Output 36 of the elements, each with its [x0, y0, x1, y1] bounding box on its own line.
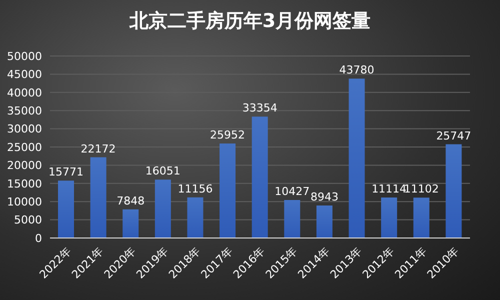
bar — [154, 180, 171, 238]
bar — [58, 180, 74, 238]
bar — [252, 116, 268, 238]
y-tick-label: 35000 — [7, 104, 42, 118]
y-tick-label: 40000 — [7, 86, 42, 100]
y-tick-label: 20000 — [7, 159, 42, 172]
y-tick-label: 0 — [35, 232, 42, 245]
y-tick-label: 50000 — [7, 50, 42, 63]
data-label: 25747 — [436, 129, 472, 142]
y-tick-label: 5000 — [14, 214, 42, 227]
data-label: 33354 — [242, 102, 278, 115]
bar — [348, 78, 365, 238]
bar — [413, 198, 430, 238]
bar — [220, 144, 236, 238]
y-tick-label: 10000 — [7, 196, 42, 209]
data-label: 22172 — [80, 142, 116, 156]
bar — [90, 157, 106, 238]
data-label: 43780 — [339, 64, 374, 77]
bar — [381, 198, 398, 238]
bar — [187, 197, 204, 238]
data-label: 7848 — [116, 194, 145, 208]
y-tick-label: 15000 — [7, 177, 42, 190]
data-label: 15771 — [48, 166, 84, 179]
y-tick-label: 45000 — [7, 68, 42, 82]
bar — [316, 205, 332, 238]
y-tick-label: 25000 — [7, 140, 42, 154]
bar — [446, 144, 462, 238]
data-label: 25952 — [210, 128, 246, 142]
data-label: 10427 — [274, 185, 310, 198]
chart-title: 北京二手房历年3月份网签量 — [128, 9, 372, 34]
data-label: 8943 — [310, 190, 338, 204]
y-tick-label: 30000 — [7, 122, 42, 136]
data-label: 16051 — [145, 164, 180, 178]
bar — [122, 209, 139, 238]
data-label: 11156 — [178, 182, 213, 196]
bar — [284, 200, 300, 238]
